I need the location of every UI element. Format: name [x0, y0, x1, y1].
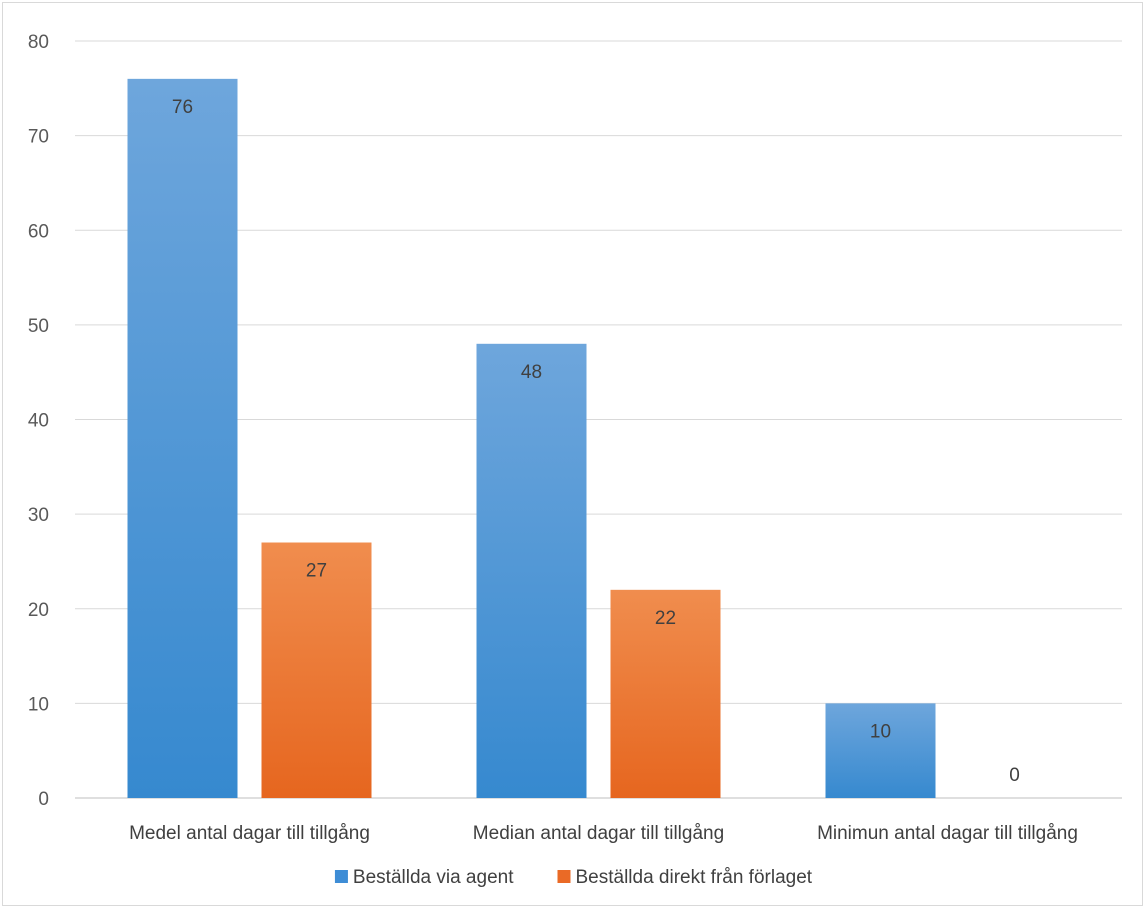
data-label: 76: [172, 97, 193, 118]
y-tick-label: 20: [28, 600, 49, 621]
data-label: 22: [655, 608, 676, 629]
legend-label: Beställda direkt från förlaget: [575, 867, 812, 888]
bar-agent-1: [476, 343, 587, 798]
data-labels: 76 27 48 22 10 0: [172, 97, 1020, 786]
legend-swatch: [557, 870, 571, 883]
y-tick-label: 30: [28, 505, 49, 526]
legend-label: Beställda via agent: [353, 867, 514, 888]
bar-chart: 0 10 20 30 40 50 60 70 80 76 27 48 22 10 0 Medel anta…: [28, 32, 1122, 888]
bar-forlaget-1: [610, 589, 721, 798]
legend-item: Beställda direkt från förlaget: [557, 867, 813, 888]
y-tick-label: 80: [28, 32, 49, 53]
y-tick-label: 0: [38, 789, 49, 810]
bar-agent-0: [127, 78, 238, 799]
data-label: 10: [870, 721, 891, 742]
y-axis: 0 10 20 30 40 50 60 70 80: [28, 32, 49, 810]
y-tick-label: 60: [28, 221, 49, 242]
y-tick-label: 70: [28, 127, 49, 148]
x-category-label: Medel antal dagar till tillgång: [129, 823, 370, 844]
y-tick-label: 40: [28, 411, 49, 432]
data-label: 27: [306, 561, 327, 582]
x-category-label: Minimun antal dagar till tillgång: [817, 823, 1078, 844]
data-label: 0: [1009, 765, 1020, 786]
legend-item: Beställda via agent: [334, 867, 514, 888]
bar-forlaget-0: [261, 542, 372, 798]
y-tick-label: 10: [28, 694, 49, 715]
bar-agent-2: [825, 703, 936, 798]
gridlines: [75, 40, 1122, 799]
legend: Beställda via agent Beställda direkt från…: [334, 867, 813, 888]
bars: [127, 78, 936, 799]
y-tick-label: 50: [28, 316, 49, 337]
x-category-label: Median antal dagar till tillgång: [473, 823, 724, 844]
x-axis: Medel antal dagar till tillgång Median an…: [129, 823, 1078, 844]
data-label: 48: [521, 362, 542, 383]
legend-swatch: [334, 870, 348, 883]
